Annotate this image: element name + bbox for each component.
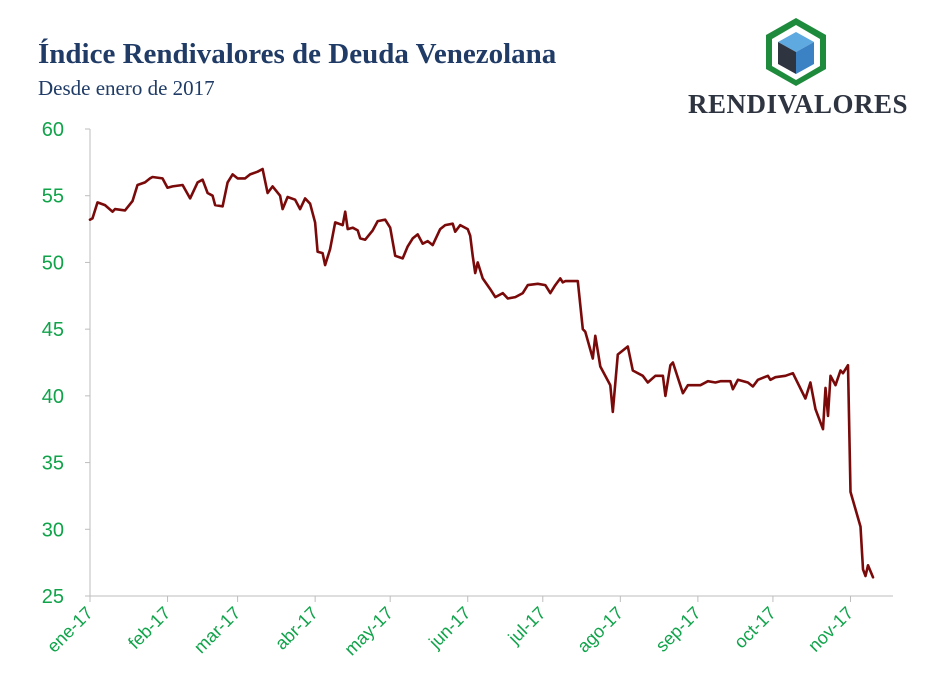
x-tick-label: sep-17 [652,603,705,656]
y-tick-label: 55 [42,186,64,208]
x-tick-label: jul-17 [504,603,550,649]
chart-title: Índice Rendivalores de Deuda Venezolana [38,38,557,70]
chart-subtitle: Desde enero de 2017 [38,76,215,100]
x-tick-label: ene-17 [43,603,97,657]
y-tick-label: 35 [42,453,64,475]
x-tick-label: feb-17 [124,603,174,653]
y-tick-label: 25 [42,586,64,608]
x-tick-label: may-17 [340,603,397,660]
x-tick-label: ago-17 [573,603,627,657]
x-tick-label: abr-17 [271,603,322,654]
x-tick-label: jun-17 [424,603,474,653]
x-tick-label: nov-17 [804,603,857,656]
y-tick-label: 50 [42,252,64,274]
y-tick-label: 45 [42,319,64,341]
y-tick-label: 60 [42,119,64,141]
y-tick-label: 30 [42,519,64,541]
y-tick-label: 40 [42,386,64,408]
series-line [88,167,875,579]
x-tick-label: mar-17 [190,603,244,657]
cube-icon [766,18,826,86]
brand-name: RENDIVALORES [688,89,909,119]
x-tick-label: oct-17 [730,603,780,653]
